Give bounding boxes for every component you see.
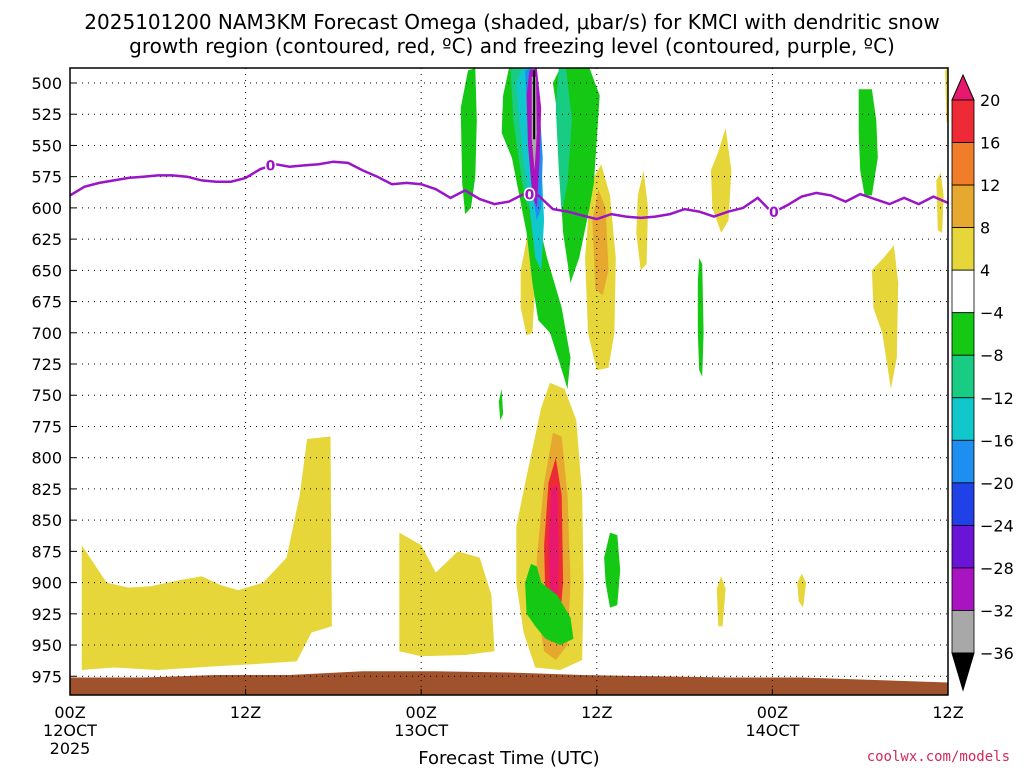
x-tick-date: 12OCT (43, 721, 97, 740)
freezing-level-contour: 0 0 0 (69, 157, 949, 223)
credit-text: coolwx.com/models (867, 749, 1010, 765)
y-tick-label: 750 (31, 386, 62, 405)
colorbar-label: 12 (980, 176, 1000, 195)
terrain (70, 671, 948, 695)
colorbar-label: −12 (980, 389, 1014, 408)
y-tick-label: 550 (31, 136, 62, 155)
omega-region-green-thin-43z (697, 257, 704, 377)
y-tick-label: 600 (31, 199, 62, 218)
colorbar-label: −32 (980, 601, 1014, 620)
chart-title-line1: 2025101200 NAM3KM Forecast Omega (shaded… (84, 10, 939, 34)
colorbar-label: 4 (980, 261, 990, 280)
freezing-level-label: 0 (769, 205, 779, 221)
omega-region-green-small-30z (498, 389, 504, 421)
colorbar-swatch (951, 567, 975, 611)
omega-region-yellow-upper-44z (710, 128, 732, 233)
colorbar-swatch (951, 397, 975, 441)
x-tick-label: 12Z (932, 703, 963, 722)
plot-frame (69, 67, 949, 696)
x-tick-label: 00Z (54, 703, 85, 722)
y-tick-label: 825 (31, 480, 62, 499)
colorbar-swatch (951, 99, 975, 143)
freezing-level-label: 0 (266, 159, 276, 175)
omega-region-lower-yellow-blob (81, 436, 332, 670)
x-tick-label: 00Z (406, 703, 437, 722)
chart-title-line2: growth region (contoured, red, ºC) and f… (129, 34, 895, 58)
omega-region-green-upper-27z (460, 68, 477, 215)
omega-region-yellow-right-mid (871, 245, 899, 389)
omega-shading (81, 68, 948, 670)
y-tick-label: 625 (31, 230, 62, 249)
colorbar-swatch (951, 524, 975, 569)
colorbar-label: −20 (980, 474, 1014, 493)
omega-region-updraft-core-magenta (548, 485, 559, 621)
omega-region-green-teal-right (555, 68, 572, 215)
colorbar-label: −24 (980, 516, 1014, 535)
colorbar-top-arrow (951, 73, 975, 101)
colorbar-swatch (951, 312, 975, 356)
colorbar-swatch (951, 142, 975, 186)
colorbar-swatch (951, 439, 975, 484)
y-tick-label: 500 (31, 74, 62, 93)
x-tick-label: 00Z (757, 703, 788, 722)
terrain-fill (70, 671, 948, 695)
y-axis-ticks: 500 525 550 575 600 625 650 675 700 725 750 775 800 8… (31, 74, 76, 686)
y-tick-label: 850 (31, 511, 62, 530)
x-tick-label: 12Z (581, 703, 612, 722)
omega-region-yellow-small-49z (797, 573, 807, 608)
omega-region-green-right-54z (858, 89, 878, 196)
colorbar-label: −8 (980, 346, 1004, 365)
colorbar-label: 8 (980, 219, 990, 238)
x-tick-date: 14OCT (745, 721, 799, 740)
colorbar-bottom-arrow (951, 652, 975, 692)
colorbar-swatch (951, 227, 975, 271)
y-tick-label: 675 (31, 293, 62, 312)
y-tick-label: 925 (31, 605, 62, 624)
y-tick-label: 525 (31, 105, 62, 124)
colorbar-swatch (951, 354, 975, 399)
colorbar-swatch (951, 482, 975, 526)
colorbar-label: −28 (980, 559, 1014, 578)
x-tick-year: 2025 (50, 739, 91, 758)
y-tick-label: 900 (31, 574, 62, 593)
omega-region-green-lower-31z (525, 563, 574, 645)
y-tick-label: 800 (31, 449, 62, 468)
colorbar-swatch (951, 269, 975, 314)
colorbar-label: −4 (980, 304, 1004, 323)
y-tick-label: 775 (31, 417, 62, 436)
y-tick-label: 700 (31, 324, 62, 343)
colorbar-label: 20 (980, 91, 1000, 110)
y-tick-label: 725 (31, 355, 62, 374)
omega-region-yellow-far-right (936, 172, 944, 233)
y-tick-label: 650 (31, 261, 62, 280)
y-tick-label: 875 (31, 542, 62, 561)
grid-lines (69, 68, 949, 695)
x-axis-title: Forecast Time (UTC) (418, 748, 599, 768)
colorbar-label: 16 (980, 134, 1000, 153)
freezing-level-line (69, 160, 949, 221)
omega-region-green-lower-37z (604, 532, 621, 608)
colorbar: 20 16 12 8 4 −4 −8 −12 −16 −20 −24 −28 −32 −36 (951, 73, 1014, 692)
x-tick-label: 12Z (230, 703, 261, 722)
colorbar-label: −16 (980, 431, 1014, 450)
y-tick-label: 950 (31, 636, 62, 655)
omega-region-yellow-blob-24z (399, 532, 495, 657)
colorbar-label: −36 (980, 644, 1014, 663)
colorbar-swatch (951, 184, 975, 229)
omega-region-yellow-streak-39z (636, 170, 648, 271)
y-tick-label: 575 (31, 168, 62, 187)
freezing-level-label: 0 (525, 188, 535, 204)
x-tick-date: 13OCT (394, 721, 448, 740)
omega-region-yellow-small-44z (716, 576, 726, 627)
colorbar-swatch (951, 610, 975, 654)
y-tick-label: 975 (31, 667, 62, 686)
